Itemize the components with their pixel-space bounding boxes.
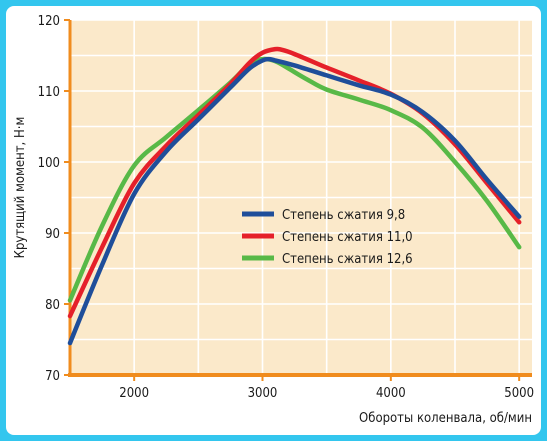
torque-chart: 70 80 90 100 110 120 2000 3000 4000 5000 Степень … xyxy=(13,14,534,426)
y-tick-label: 70 xyxy=(45,369,60,384)
x-tick-label: 4000 xyxy=(376,386,406,401)
legend-label-3: Степень сжатия 12,6 xyxy=(282,252,413,267)
legend-label-1: Степень сжатия 9,8 xyxy=(282,208,405,223)
series-lines xyxy=(67,46,522,346)
y-tick-label: 90 xyxy=(45,227,60,242)
y-tick-label: 100 xyxy=(38,156,60,171)
gridlines xyxy=(69,19,532,375)
y-axis-title: Крутящий момент, Н·м xyxy=(13,117,28,259)
x-tick-label: 2000 xyxy=(119,386,149,401)
x-tick-label: 5000 xyxy=(504,386,534,401)
chart-frame: 70 80 90 100 110 120 2000 3000 4000 5000 Степень … xyxy=(6,6,541,435)
legend: Степень сжатия 9,8 Степень сжатия 11,0 Сте… xyxy=(242,208,413,267)
y-tick-label: 120 xyxy=(38,14,60,29)
y-tick-label: 110 xyxy=(38,85,60,100)
x-tick-label: 3000 xyxy=(248,386,278,401)
y-tick-label: 80 xyxy=(45,298,60,313)
legend-label-2: Степень сжатия 11,0 xyxy=(282,230,413,245)
x-axis-title: Обороты коленвала, об/мин xyxy=(359,411,532,426)
series-line-1 xyxy=(67,56,522,346)
